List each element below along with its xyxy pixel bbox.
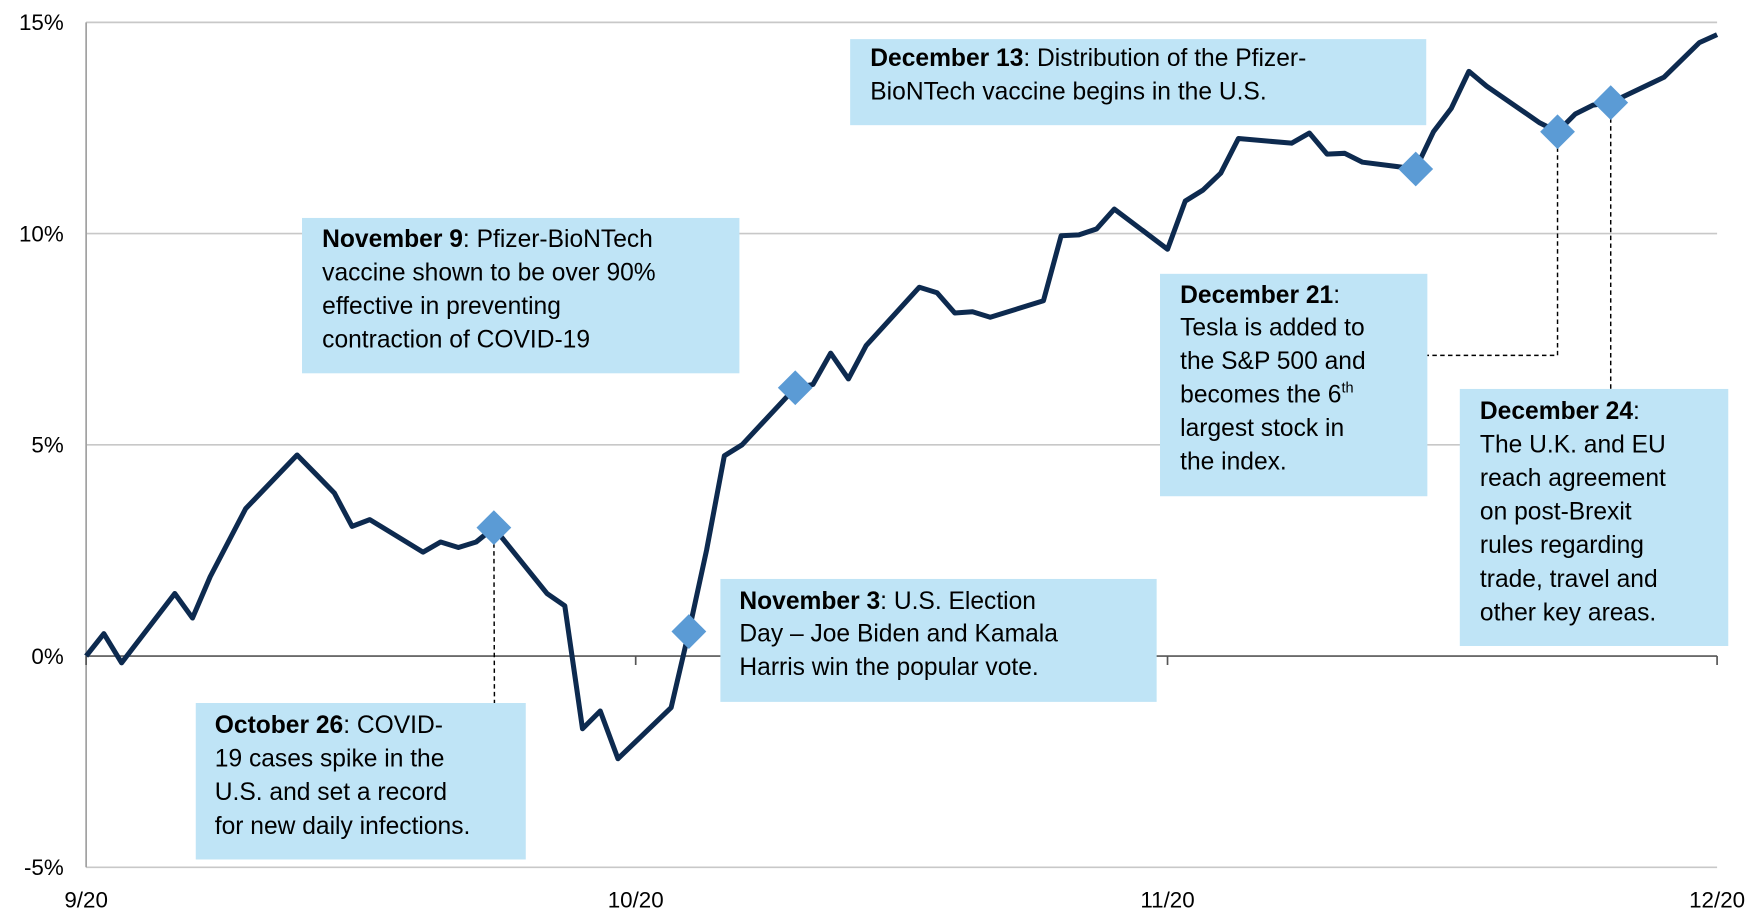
annotation-box <box>850 39 1427 126</box>
annotation-text: December 13: Distribution of the Pfizer- <box>870 45 1306 72</box>
x-tick-label: 12/20 <box>1689 888 1745 912</box>
annotation-line: : <box>1633 398 1640 425</box>
annotation-text: BioNTech vaccine begins in the U.S. <box>870 78 1266 105</box>
annotation-box <box>195 703 526 860</box>
annotation-text: trade, travel and <box>1480 566 1658 593</box>
annotation-text: Day – Joe Biden and Kamala <box>739 621 1058 648</box>
annotation-line: the index. <box>1180 448 1287 475</box>
annotation-line: largest stock in <box>1180 415 1344 442</box>
annotation-line: on post-Brexit <box>1480 499 1632 526</box>
annotation-line: : U.S. Election <box>880 588 1036 615</box>
annotation-text: the index. <box>1180 448 1287 475</box>
annotation-line: : <box>1333 282 1340 309</box>
leader-line <box>1427 131 1559 357</box>
annotation-line: 19 cases spike in the <box>215 746 445 773</box>
annotation-title: November 3 <box>739 588 880 615</box>
annotation-line: reach agreement <box>1480 465 1666 492</box>
annotation-line: vaccine shown to be over 90% <box>322 260 656 287</box>
annotation-text: other key areas. <box>1480 599 1656 626</box>
annotation-text: December 21: <box>1180 282 1340 309</box>
y-tick-label: -5% <box>24 855 64 880</box>
annotation-line: The U.K. and EU <box>1480 432 1666 459</box>
annotation-title: December 21 <box>1180 282 1333 309</box>
annotation-text: Tesla is added to <box>1180 314 1365 341</box>
leader-line <box>493 527 496 704</box>
x-tick-label: 9/20 <box>64 888 108 912</box>
annotation-text: largest stock in <box>1180 415 1344 442</box>
annotation-box <box>720 578 1157 702</box>
annotation-line: BioNTech vaccine begins in the U.S. <box>870 78 1266 105</box>
x-tick-label: 11/20 <box>1140 888 1194 912</box>
annotation-text: becomes the 6th <box>1180 380 1353 408</box>
annotation-line: for new daily infections. <box>215 813 471 840</box>
event-marker <box>671 614 707 649</box>
annotation-text: contraction of COVID-19 <box>322 327 590 354</box>
annotation-box <box>302 217 740 374</box>
annotation-line: effective in preventing <box>322 293 561 320</box>
annotation-line: Tesla is added to <box>1180 314 1365 341</box>
annotation-title: December 13 <box>870 45 1023 72</box>
y-tick-label: 0% <box>31 644 63 669</box>
event-marker <box>1593 85 1629 121</box>
annotation-text: The U.K. and EU <box>1480 432 1666 459</box>
y-tick-label: 15% <box>19 10 64 35</box>
annotation-text: rules regarding <box>1480 532 1644 559</box>
annotation-line: contraction of COVID-19 <box>322 327 590 354</box>
annotation-text: for new daily infections. <box>215 813 471 840</box>
annotation-text: 19 cases spike in the <box>215 746 445 773</box>
annotation-line: : Pfizer-BioNTech <box>463 226 653 253</box>
annotation-title: November 9 <box>322 226 463 253</box>
annotation-line: U.S. and set a record <box>215 779 447 806</box>
annotation-line: Harris win the popular vote. <box>739 654 1038 681</box>
y-tick-label: 10% <box>19 221 64 246</box>
annotation-text: reach agreement <box>1480 465 1666 492</box>
annotation-line: : Distribution of the Pfizer- <box>1023 45 1306 72</box>
annotation-text: December 24: <box>1480 398 1640 425</box>
event-marker <box>1398 151 1434 187</box>
annotation-text: October 26: COVID- <box>215 712 443 739</box>
annotation-line: the S&P 500 and <box>1180 348 1365 375</box>
annotation-line: rules regarding <box>1480 532 1644 559</box>
annotation-text: Harris win the popular vote. <box>739 654 1038 681</box>
annotation-line: other key areas. <box>1480 599 1656 626</box>
annotation-title: October 26 <box>215 712 343 739</box>
annotation-superscript: th <box>1341 380 1353 396</box>
annotation-line: Day – Joe Biden and Kamala <box>739 621 1058 648</box>
y-tick-label: 5% <box>31 433 63 458</box>
annotation-line: trade, travel and <box>1480 566 1658 593</box>
annotation-text: November 9: Pfizer-BioNTech <box>322 226 653 253</box>
annotation-text: vaccine shown to be over 90% <box>322 260 656 287</box>
event-marker <box>777 370 813 406</box>
x-tick-label: 10/20 <box>608 888 664 912</box>
annotation-line: : COVID- <box>343 712 443 739</box>
annotation-box <box>1459 388 1729 646</box>
annotation-text: November 3: U.S. Election <box>739 588 1036 615</box>
annotation-line: becomes the 6 <box>1180 381 1341 408</box>
annotation-title: December 24 <box>1480 398 1633 425</box>
annotation-text: U.S. and set a record <box>215 779 447 806</box>
annotation-text: effective in preventing <box>322 293 561 320</box>
annotation-text: the S&P 500 and <box>1180 348 1365 375</box>
annotation-text: on post-Brexit <box>1480 499 1632 526</box>
annotation-box <box>1160 273 1428 497</box>
series-line <box>84 32 1719 762</box>
